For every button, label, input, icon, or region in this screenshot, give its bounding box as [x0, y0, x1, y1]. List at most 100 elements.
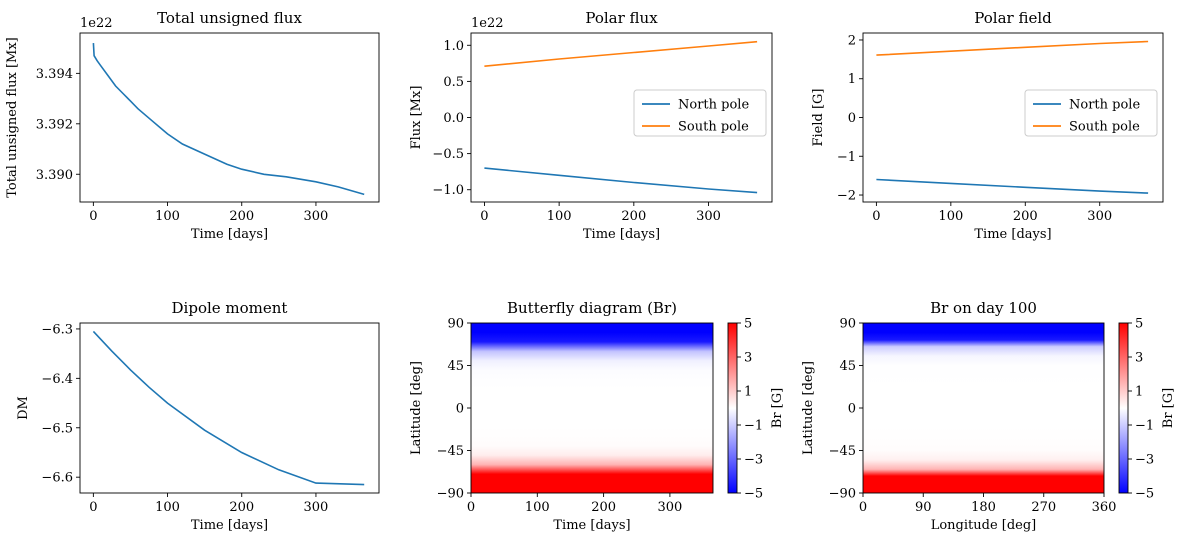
y-axis-label: DM [16, 396, 31, 420]
y-tick-label: 0 [848, 402, 856, 417]
chart-butterfly-diagram: 0 100 200 300 90 45 0 −45 −90 Butterfly diagram (… [409, 299, 785, 533]
legend: North pole South pole [1024, 89, 1158, 137]
x-tick-label: 0 [859, 500, 867, 515]
chart-title: Polar flux [585, 9, 658, 27]
legend-label: North pole [678, 98, 749, 113]
y-tick-label: −6.6 [41, 471, 73, 486]
y-tick-label: 0.5 [443, 75, 464, 90]
colorbar-tick-label: −5 [744, 487, 763, 502]
colorbar-tick-label: −1 [1135, 419, 1154, 434]
x-tick-label: 100 [938, 209, 963, 224]
x-tick-label: 300 [657, 500, 682, 515]
legend-label: North pole [1069, 98, 1140, 113]
y-tick-label: 1 [848, 72, 856, 87]
y-tick-label: 90 [839, 317, 856, 332]
y-axis-label: Latitude [deg] [801, 361, 816, 455]
offset-text: 1e22 [80, 16, 113, 31]
chart-title: Br on day 100 [930, 299, 1037, 317]
legend-label: South pole [678, 120, 749, 135]
series-line-north-pole [876, 178, 1149, 194]
x-tick-label: 200 [229, 500, 254, 515]
y-axis-label: Latitude [deg] [409, 361, 424, 455]
x-tick-label: 0 [872, 209, 880, 224]
y-tick-label: −6.4 [41, 372, 73, 387]
series-line-dm [92, 330, 365, 486]
series-line-total-unsigned-flux [92, 43, 365, 196]
x-axis-label: Time [days] [583, 227, 660, 242]
y-tick-label: 0.0 [443, 111, 464, 126]
x-tick-label: 360 [1092, 500, 1117, 515]
y-tick-label: −0.5 [432, 147, 464, 162]
series-line-north-pole [484, 167, 758, 194]
x-tick-label: 300 [1087, 209, 1112, 224]
x-tick-label: 0 [89, 209, 97, 224]
x-tick-label: 300 [304, 500, 329, 515]
x-tick-label: 0 [467, 500, 475, 515]
y-tick-label: 3.392 [36, 117, 73, 132]
x-tick-label: 0 [89, 500, 97, 515]
legend-box [633, 89, 767, 137]
y-tick-label: 0 [848, 111, 856, 126]
y-tick-label: −6.3 [41, 322, 73, 337]
colorbar-tick-label: 3 [1135, 351, 1143, 366]
chart-title: Butterfly diagram (Br) [507, 299, 677, 317]
x-axis-label: Time [days] [191, 518, 268, 533]
y-axis-label: Total unsigned flux [Mx] [5, 37, 20, 197]
legend-label: South pole [1069, 120, 1140, 135]
chart-polar-flux: 0 100 200 300 −1.0 −0.5 0.0 0.5 1.0 Polar flux Tim… [409, 9, 773, 242]
x-tick-label: 200 [1013, 209, 1038, 224]
chart-title: Dipole moment [172, 299, 288, 317]
y-tick-label: −2 [837, 189, 856, 204]
x-tick-label: 0 [480, 209, 488, 224]
y-tick-label: −1.0 [432, 183, 464, 198]
x-tick-label: 180 [971, 500, 996, 515]
y-axis-label: Field [G] [811, 88, 826, 146]
y-tick-label: 90 [447, 317, 464, 332]
colorbar-tick-label: −3 [744, 453, 763, 468]
y-tick-label: −1 [837, 150, 856, 165]
colorbar-tick-label: −3 [1135, 453, 1154, 468]
chart-br-on-day-100: 0 90 180 270 360 90 45 0 −45 −90 Br on day 100 Long… [801, 299, 1176, 533]
y-tick-label: −6.5 [41, 421, 73, 436]
series-line-south-pole [876, 40, 1149, 56]
y-tick-label: 3.390 [36, 168, 73, 183]
colorbar-gradient [727, 322, 738, 494]
heatmap-image [471, 323, 713, 493]
y-tick-label: 0 [456, 402, 464, 417]
y-tick-label: −45 [829, 444, 856, 459]
y-tick-label: 2 [848, 33, 856, 48]
x-axis-label: Time [days] [191, 227, 268, 242]
legend-box [1024, 89, 1158, 137]
offset-text: 1e22 [471, 16, 504, 31]
x-tick-label: 100 [525, 500, 550, 515]
y-tick-label: −90 [437, 487, 464, 502]
y-tick-label: 45 [447, 359, 464, 374]
x-tick-label: 100 [155, 500, 180, 515]
colorbar: 5 3 1 −1 −3 −5 Br [G] [1118, 317, 1176, 502]
chart-dipole-moment: 0 100 200 300 −6.3 −6.4 −6.5 −6.6 Dipole moment T… [16, 299, 380, 533]
colorbar-tick-label: 5 [1135, 317, 1143, 332]
colorbar-label: Br [G] [770, 388, 785, 428]
x-tick-label: 200 [229, 209, 254, 224]
x-tick-label: 270 [1031, 500, 1056, 515]
x-tick-label: 200 [591, 500, 616, 515]
chart-polar-field: 0 100 200 300 −2 −1 0 1 2 Polar field Time [days] F… [811, 9, 1164, 242]
x-tick-label: 300 [304, 209, 329, 224]
y-tick-label: −45 [437, 444, 464, 459]
colorbar-gradient [1118, 322, 1129, 494]
colorbar-tick-label: −5 [1135, 487, 1154, 502]
colorbar-tick-label: 5 [744, 317, 752, 332]
series-line-south-pole [484, 40, 758, 67]
chart-title: Total unsigned flux [157, 9, 302, 27]
chart-title: Polar field [974, 9, 1052, 27]
colorbar-tick-label: −1 [744, 419, 763, 434]
x-axis-label: Time [days] [974, 227, 1051, 242]
y-tick-label: 45 [839, 359, 856, 374]
x-tick-label: 300 [696, 209, 721, 224]
x-axis-label: Longitude [deg] [931, 518, 1037, 533]
axes-frame [79, 32, 380, 203]
y-tick-label: 1.0 [443, 39, 464, 54]
x-axis-label: Time [days] [553, 518, 630, 533]
colorbar: 5 3 1 −1 −3 −5 Br [G] [727, 317, 785, 502]
